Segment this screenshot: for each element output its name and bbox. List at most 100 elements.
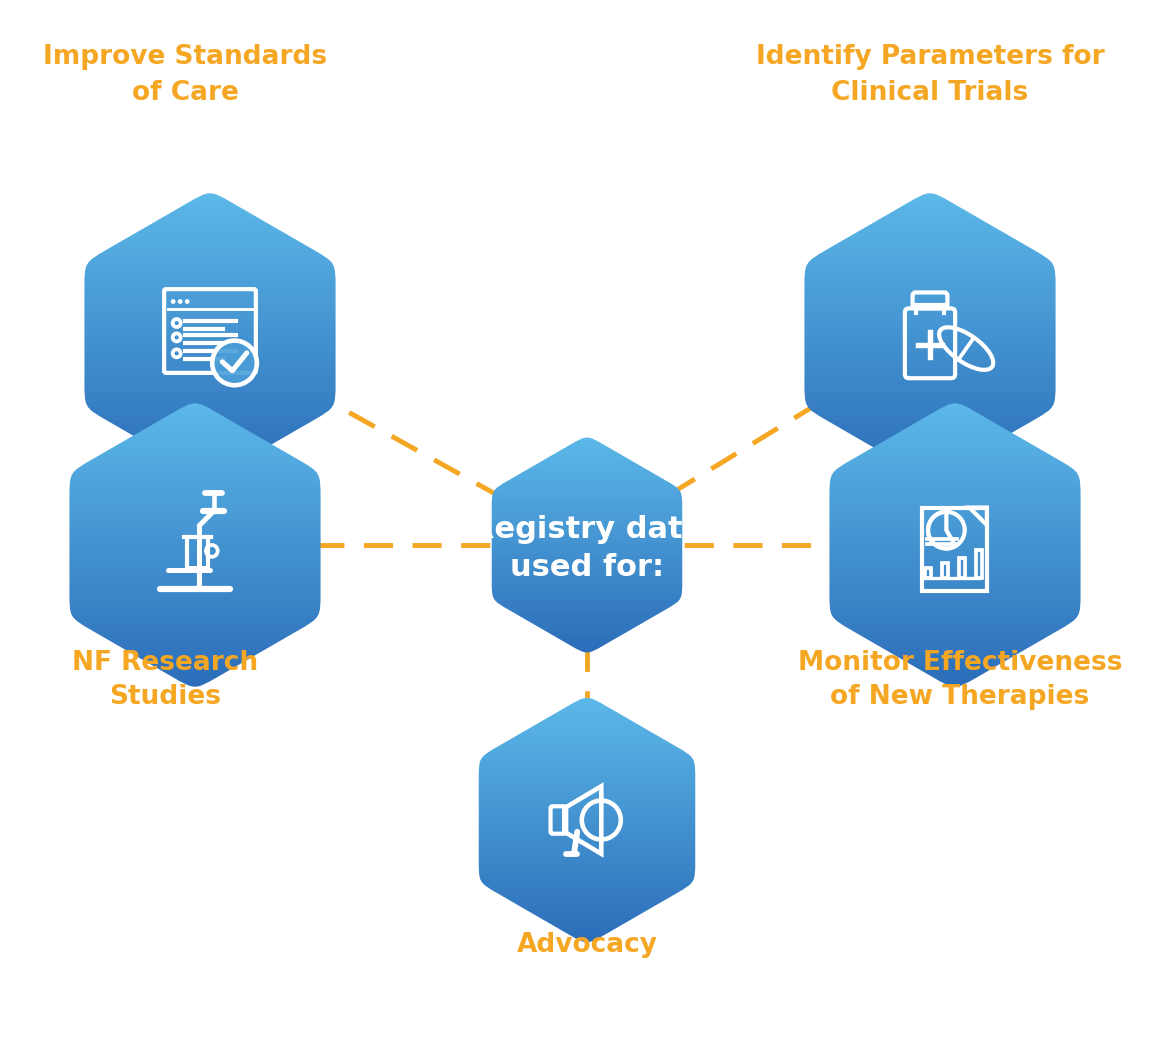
Polygon shape — [795, 430, 1066, 435]
Polygon shape — [74, 232, 345, 235]
Polygon shape — [74, 229, 345, 232]
Polygon shape — [795, 321, 1066, 324]
Polygon shape — [468, 924, 706, 927]
Polygon shape — [481, 488, 693, 492]
Polygon shape — [819, 481, 1091, 484]
Polygon shape — [795, 452, 1066, 456]
Polygon shape — [481, 607, 693, 610]
Polygon shape — [481, 586, 693, 588]
Polygon shape — [481, 459, 693, 462]
Polygon shape — [819, 488, 1091, 492]
Polygon shape — [481, 575, 693, 577]
Polygon shape — [481, 448, 693, 450]
Text: used for:: used for: — [510, 553, 664, 581]
Polygon shape — [60, 506, 331, 510]
Polygon shape — [819, 471, 1091, 474]
Polygon shape — [819, 545, 1091, 549]
Text: Identify Parameters for: Identify Parameters for — [756, 44, 1105, 71]
Polygon shape — [795, 324, 1066, 328]
Polygon shape — [60, 414, 331, 418]
Polygon shape — [60, 627, 331, 630]
Polygon shape — [819, 460, 1091, 463]
Polygon shape — [468, 844, 706, 847]
Polygon shape — [481, 645, 693, 647]
Polygon shape — [60, 588, 331, 591]
Polygon shape — [819, 609, 1091, 612]
Polygon shape — [819, 601, 1091, 606]
Polygon shape — [819, 640, 1091, 645]
Polygon shape — [60, 538, 331, 541]
Polygon shape — [74, 448, 345, 452]
Polygon shape — [481, 440, 693, 443]
Polygon shape — [468, 774, 706, 778]
Polygon shape — [60, 562, 331, 567]
Polygon shape — [481, 438, 693, 440]
Polygon shape — [481, 539, 693, 542]
Polygon shape — [60, 528, 331, 531]
Circle shape — [212, 341, 257, 385]
Polygon shape — [819, 570, 1091, 573]
Text: Clinical Trials: Clinical Trials — [831, 79, 1028, 106]
Polygon shape — [74, 370, 345, 373]
Polygon shape — [468, 704, 706, 707]
Polygon shape — [468, 741, 706, 744]
Polygon shape — [468, 912, 706, 915]
Polygon shape — [795, 208, 1066, 211]
Polygon shape — [819, 428, 1091, 431]
Polygon shape — [74, 307, 345, 310]
Circle shape — [170, 300, 176, 304]
Polygon shape — [819, 453, 1091, 457]
Polygon shape — [481, 499, 693, 502]
Polygon shape — [795, 462, 1066, 466]
Polygon shape — [74, 466, 345, 469]
Polygon shape — [468, 929, 706, 933]
Polygon shape — [468, 765, 706, 768]
Polygon shape — [819, 673, 1091, 676]
Polygon shape — [74, 303, 345, 307]
Polygon shape — [481, 537, 693, 539]
Polygon shape — [481, 518, 693, 521]
Polygon shape — [60, 658, 331, 661]
Polygon shape — [60, 630, 331, 634]
Polygon shape — [819, 446, 1091, 449]
Polygon shape — [468, 902, 706, 905]
Polygon shape — [481, 561, 693, 563]
Polygon shape — [819, 457, 1091, 460]
Polygon shape — [481, 497, 693, 499]
Polygon shape — [468, 778, 706, 781]
Text: NF Research: NF Research — [72, 650, 258, 675]
Polygon shape — [481, 629, 693, 631]
Polygon shape — [468, 897, 706, 900]
Polygon shape — [74, 335, 345, 339]
Polygon shape — [819, 655, 1091, 658]
Polygon shape — [481, 502, 693, 504]
Polygon shape — [468, 908, 706, 912]
Polygon shape — [74, 373, 345, 378]
Polygon shape — [468, 847, 706, 850]
Polygon shape — [795, 459, 1066, 462]
Polygon shape — [819, 584, 1091, 588]
Polygon shape — [819, 562, 1091, 567]
Polygon shape — [481, 591, 693, 593]
Polygon shape — [795, 243, 1066, 247]
Polygon shape — [468, 755, 706, 759]
Polygon shape — [819, 421, 1091, 424]
Polygon shape — [74, 420, 345, 424]
Polygon shape — [795, 214, 1066, 218]
Polygon shape — [795, 378, 1066, 381]
Polygon shape — [795, 292, 1066, 296]
Bar — [976, 550, 983, 578]
Polygon shape — [468, 842, 706, 844]
Polygon shape — [60, 535, 331, 538]
Polygon shape — [795, 420, 1066, 424]
Polygon shape — [795, 402, 1066, 406]
Polygon shape — [481, 507, 693, 510]
Polygon shape — [74, 445, 345, 448]
Text: Improve Standards: Improve Standards — [43, 44, 328, 71]
Polygon shape — [795, 282, 1066, 286]
Polygon shape — [468, 811, 706, 813]
Polygon shape — [481, 480, 693, 483]
Polygon shape — [795, 448, 1066, 452]
Polygon shape — [60, 463, 331, 467]
Polygon shape — [74, 402, 345, 406]
